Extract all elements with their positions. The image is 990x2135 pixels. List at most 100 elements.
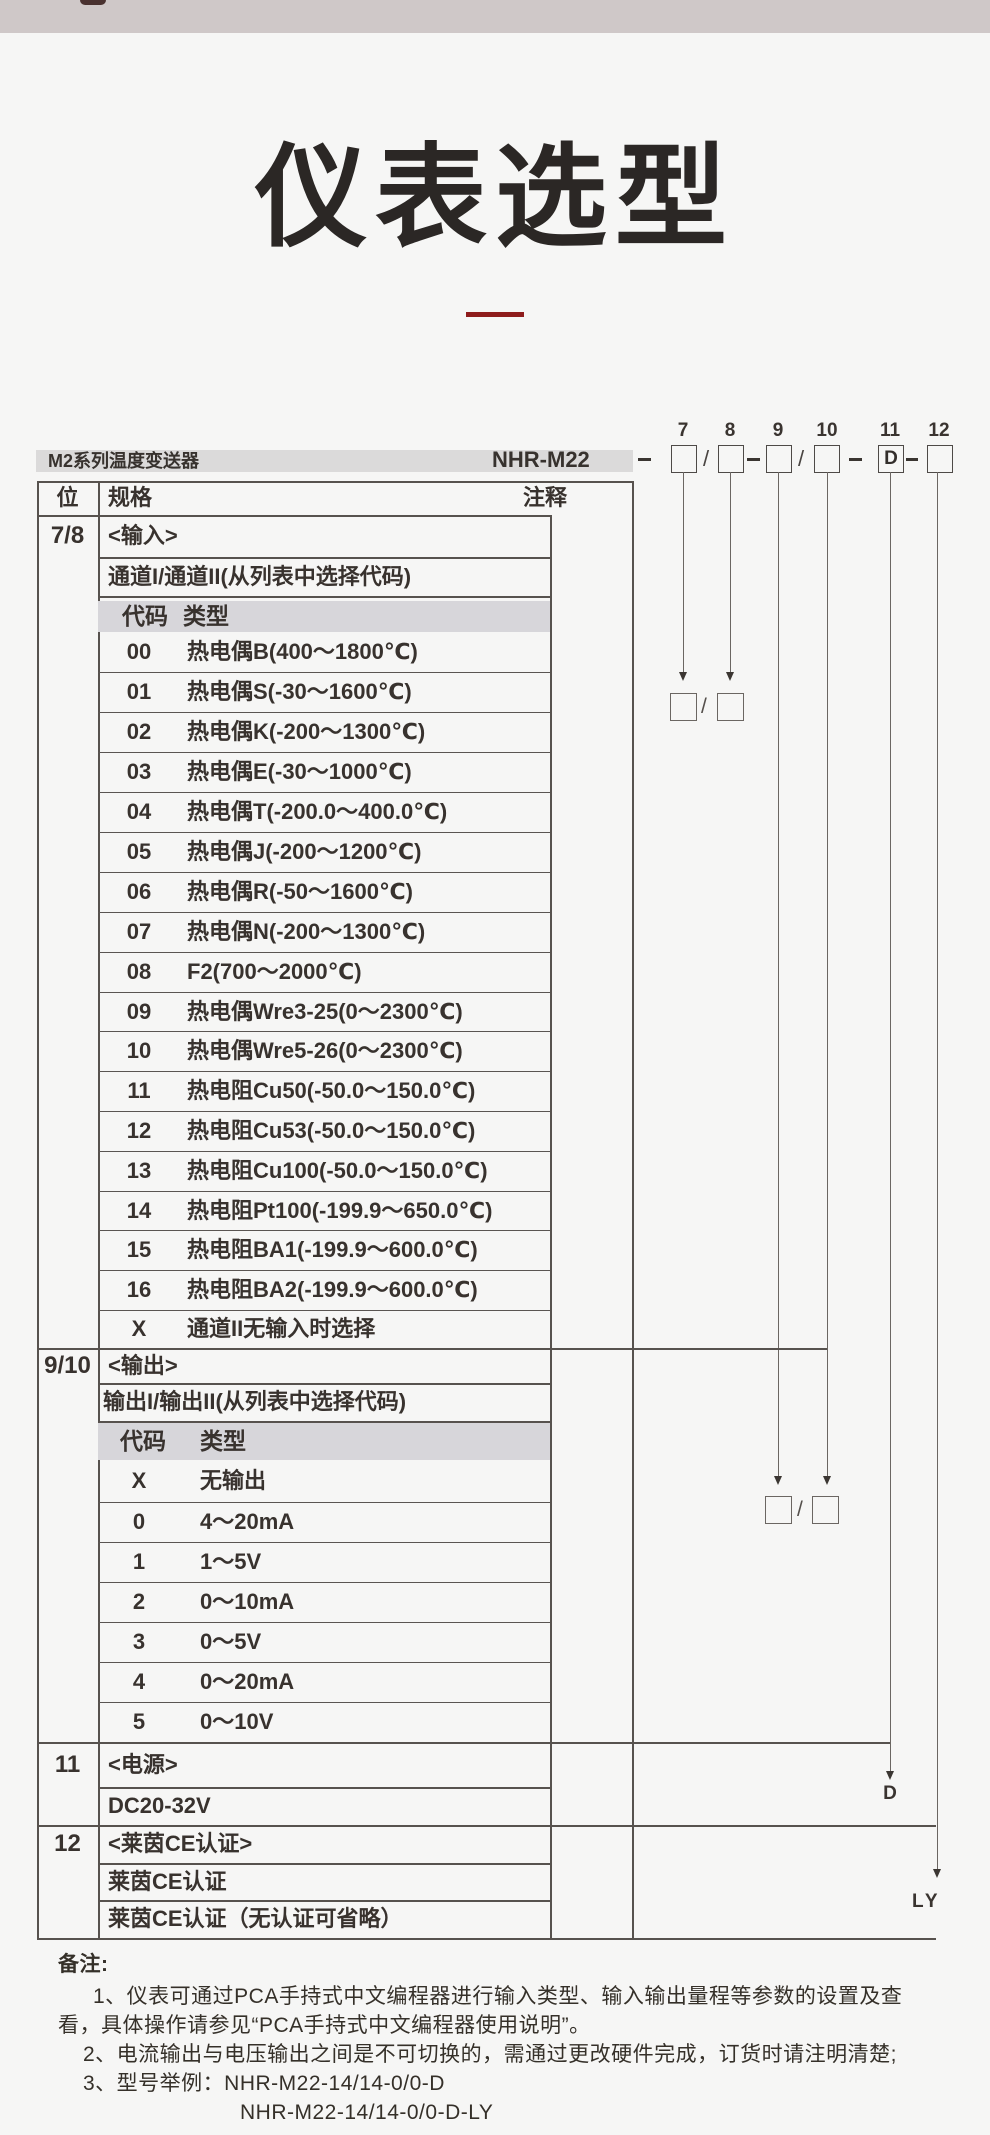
table-row: 12 热电阻Cu53(-50.0～150.0℃) xyxy=(98,1111,550,1152)
row-code: 00 xyxy=(126,639,152,664)
table-row: 13 热电阻Cu100(-50.0～150.0℃) xyxy=(98,1151,550,1192)
model-header-bar xyxy=(36,450,633,472)
digit-label-7: 7 xyxy=(677,420,689,441)
table-row: 05 热电偶J(-200～1200℃) xyxy=(98,832,550,873)
output1-box xyxy=(765,1496,792,1524)
series-name: M2系列温度变送器 xyxy=(48,451,200,471)
bit-label: 9/10 xyxy=(44,1352,91,1379)
col-header-note: 注释 xyxy=(522,485,567,510)
top-bar xyxy=(0,0,990,33)
row-type: 热电阻Cu50(-50.0～150.0℃) xyxy=(187,1078,476,1103)
table-row: 3 0～5V xyxy=(98,1622,550,1663)
model-number: NHR-M22 xyxy=(492,447,590,472)
section-header: <输入> xyxy=(108,523,178,548)
table-row: 06 热电偶R(-50～1600℃) xyxy=(98,872,550,913)
table-row: 1 1～5V xyxy=(98,1542,550,1583)
row-code: 09 xyxy=(126,999,152,1024)
section-border xyxy=(37,1825,936,1827)
row-code: 14 xyxy=(126,1198,152,1223)
ce-code-label: LY xyxy=(912,1891,941,1912)
bit-label: 12 xyxy=(54,1830,81,1857)
row-code: 1 xyxy=(132,1549,146,1574)
row-code: 08 xyxy=(126,959,152,984)
row-code: 04 xyxy=(126,799,152,824)
section-subheader: 通道I/通道II(从列表中选择代码) xyxy=(108,564,412,589)
arrow-down-icon xyxy=(725,672,734,681)
grid-line xyxy=(98,1863,550,1865)
table-row: 5 0～10V xyxy=(98,1702,550,1742)
note-line: 1、仪表可通过PCA手持式中文编程器进行输入类型、输入输出量程等参数的设置及查 xyxy=(93,1985,903,2008)
title-underline xyxy=(466,312,524,317)
grid-line xyxy=(98,1421,550,1423)
digit-label-9: 9 xyxy=(772,420,784,441)
code-box-9 xyxy=(766,445,792,473)
grid-line xyxy=(37,481,39,1938)
table-row: 07 热电偶N(-200～1300℃) xyxy=(98,912,550,953)
row-type: 热电阻Cu53(-50.0～150.0℃) xyxy=(187,1118,476,1143)
row-type: 通道II无输入时选择 xyxy=(187,1316,376,1341)
code-dash xyxy=(747,458,760,461)
pair-slash: / xyxy=(797,1498,803,1521)
row-type: 热电偶B(400～1800℃) xyxy=(187,639,418,664)
type-col-header: 类型 xyxy=(200,1428,246,1454)
row-type: 0～5V xyxy=(200,1629,262,1654)
note-line: NHR-M22-14/14-0/0-D-LY xyxy=(240,2101,494,2124)
table-row: 09 热电偶Wre3-25(0～2300℃) xyxy=(98,992,550,1032)
code-dash xyxy=(638,458,651,461)
section-header: <输出> xyxy=(108,1353,178,1378)
leader-line-9 xyxy=(778,472,780,1476)
leader-line-10 xyxy=(827,472,829,1476)
leader-line-7 xyxy=(683,472,685,672)
grid-line xyxy=(98,1383,550,1385)
table-row: 01 热电偶S(-30～1600℃) xyxy=(98,672,550,713)
row-type: 0～10V xyxy=(200,1709,274,1734)
section-header: <莱茵CE认证> xyxy=(108,1831,253,1856)
row-type: 0～20mA xyxy=(200,1669,295,1694)
row-code: 2 xyxy=(132,1589,146,1614)
grid-line xyxy=(98,596,550,598)
channel1-box xyxy=(670,693,697,721)
leader-line-12 xyxy=(937,472,939,1869)
row-code: 13 xyxy=(126,1158,152,1183)
section-border xyxy=(37,1348,827,1350)
section-header: <电源> xyxy=(108,1752,178,1777)
table-row: 11 热电阻Cu50(-50.0～150.0℃) xyxy=(98,1071,550,1112)
row-type: 热电偶E(-30～1000℃) xyxy=(187,759,412,784)
col-header-bit: 位 xyxy=(56,485,79,510)
row-type: 热电偶Wre5-26(0～2300℃) xyxy=(187,1038,463,1063)
row-type: 热电阻BA2(-199.9～600.0℃) xyxy=(187,1277,478,1302)
row-code: 06 xyxy=(126,879,152,904)
row-type: 4～20mA xyxy=(200,1509,295,1534)
code-col-header: 代码 xyxy=(120,1428,166,1454)
code-box-10 xyxy=(814,445,840,473)
grid-line xyxy=(98,481,100,1938)
table-row: 03 热电偶E(-30～1000℃) xyxy=(98,752,550,793)
power-value: DC20-32V xyxy=(108,1793,211,1818)
row-type: 热电偶Wre3-25(0～2300℃) xyxy=(187,999,463,1024)
row-type: 1～5V xyxy=(200,1549,262,1574)
page-title: 仪表选型 xyxy=(255,135,735,260)
row-code: X xyxy=(131,1468,147,1493)
channel2-box xyxy=(717,693,744,721)
pair-slash: / xyxy=(701,695,707,718)
row-code: 11 xyxy=(127,1078,151,1103)
section-border xyxy=(37,1742,890,1744)
row-type: 热电偶N(-200～1300℃) xyxy=(187,919,426,944)
row-type: 无输出 xyxy=(200,1468,267,1493)
notes-label: 备注: xyxy=(58,1953,109,1976)
col-header-spec: 规格 xyxy=(108,485,153,510)
row-code: 15 xyxy=(126,1237,152,1262)
row-type: 热电阻Cu100(-50.0～150.0℃) xyxy=(187,1158,488,1183)
power-code-label: D xyxy=(883,1783,897,1804)
row-type: 热电偶J(-200～1200℃) xyxy=(187,839,422,864)
table-row: 0 4～20mA xyxy=(98,1502,550,1543)
row-code: 01 xyxy=(126,679,152,704)
grid-line xyxy=(98,1900,550,1902)
row-type: 0～10mA xyxy=(200,1589,295,1614)
table-row: 10 热电偶Wre5-26(0～2300℃) xyxy=(98,1031,550,1072)
row-code: 3 xyxy=(132,1629,146,1654)
row-code: X xyxy=(131,1316,147,1341)
code-slash: / xyxy=(798,446,805,471)
type-col-header: 类型 xyxy=(183,603,229,629)
